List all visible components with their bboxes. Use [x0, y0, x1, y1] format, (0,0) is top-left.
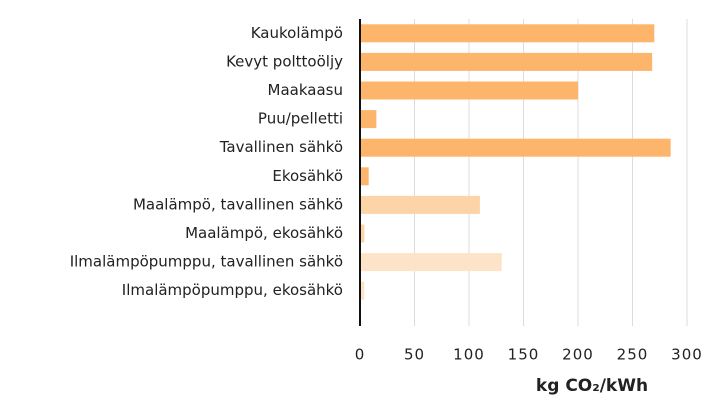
y-tick-label: Maalämpö, ekosähkö: [185, 224, 343, 242]
bar: [360, 110, 377, 129]
x-tick-label: 0: [355, 346, 366, 364]
y-tick-label: Tavallinen sähkö: [219, 138, 343, 156]
y-tick-label: Maakaasu: [268, 81, 343, 99]
bar: [360, 52, 653, 71]
x-tick-label: 150: [508, 346, 540, 364]
y-tick-label: Kaukolämpö: [251, 24, 343, 42]
x-tick-label: 50: [404, 346, 425, 364]
x-tick-label: 250: [617, 346, 649, 364]
y-tick-label: Ilmalämpöpumppu, ekosähkö: [122, 281, 343, 299]
x-tick-label: 300: [671, 346, 703, 364]
bar: [360, 195, 480, 214]
x-tick-label: 100: [453, 346, 485, 364]
bar: [360, 81, 578, 100]
bar: [360, 167, 369, 186]
y-tick-label: Kevyt polttoöljy: [226, 52, 343, 70]
y-tick-label: Maalämpö, tavallinen sähkö: [133, 195, 343, 213]
bar: [360, 253, 502, 272]
y-tick-label: Ilmalämpöpumppu, tavallinen sähkö: [70, 253, 343, 271]
bar: [360, 224, 365, 243]
x-tick-label: 200: [562, 346, 594, 364]
bar: [360, 24, 655, 43]
y-tick-label: Puu/pelletti: [258, 110, 343, 128]
bar: [360, 281, 365, 300]
y-tick-label: Ekosähkö: [272, 167, 343, 185]
bar: [360, 138, 671, 157]
x-axis-title: kg CO₂/kWh: [536, 376, 648, 396]
